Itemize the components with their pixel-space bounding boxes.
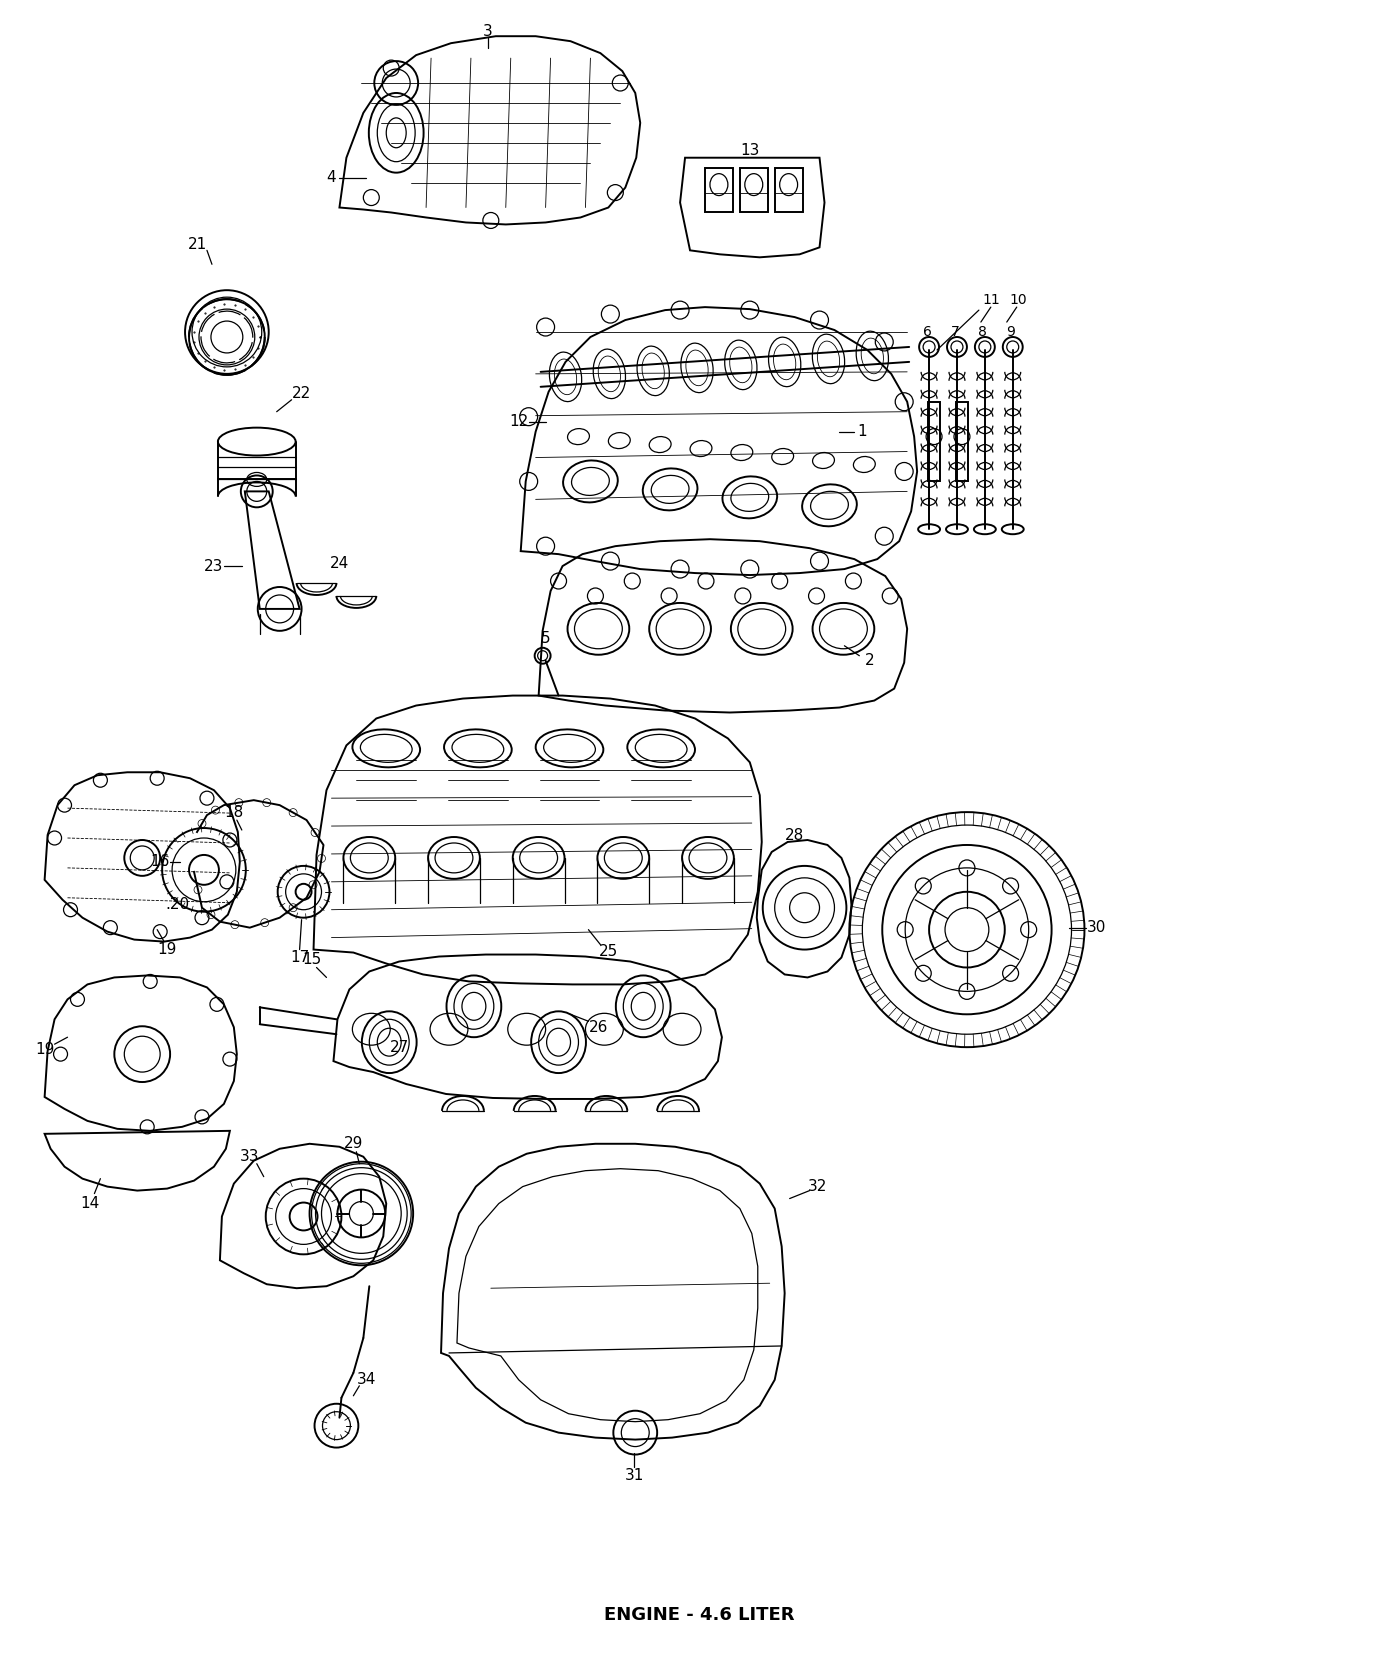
- Text: 13: 13: [740, 143, 759, 158]
- Text: 28: 28: [786, 827, 804, 842]
- Text: 9: 9: [1007, 325, 1015, 339]
- Text: 29: 29: [344, 1137, 363, 1152]
- Text: 30: 30: [1086, 921, 1106, 936]
- Text: 24: 24: [330, 555, 350, 570]
- Text: 11: 11: [981, 293, 1000, 307]
- Bar: [928, 402, 939, 481]
- Text: 7: 7: [951, 325, 959, 339]
- Text: 19: 19: [158, 942, 176, 958]
- Bar: [956, 402, 967, 481]
- Text: 33: 33: [240, 1149, 260, 1164]
- Text: ENGINE - 4.6 LITER: ENGINE - 4.6 LITER: [604, 1607, 794, 1623]
- Text: 16: 16: [151, 854, 169, 869]
- Text: 32: 32: [808, 1179, 828, 1194]
- Text: 34: 34: [356, 1372, 376, 1387]
- Bar: [774, 168, 802, 213]
- Text: 1: 1: [857, 424, 867, 439]
- Text: 19: 19: [35, 1041, 55, 1057]
- Text: 31: 31: [625, 1467, 644, 1482]
- Text: 25: 25: [598, 944, 618, 959]
- Bar: [740, 168, 768, 213]
- Text: 26: 26: [589, 1020, 608, 1035]
- Text: 27: 27: [390, 1040, 408, 1055]
- Text: 5: 5: [541, 631, 551, 646]
- Text: 8: 8: [979, 325, 987, 339]
- Text: 2: 2: [864, 654, 874, 667]
- Text: 18: 18: [224, 805, 243, 820]
- Text: 21: 21: [187, 236, 207, 252]
- Text: 3: 3: [482, 23, 492, 39]
- Text: .20: .20: [165, 897, 189, 912]
- Text: 14: 14: [81, 1196, 101, 1211]
- Text: 15: 15: [302, 953, 322, 968]
- Text: 4: 4: [327, 169, 337, 184]
- Bar: [705, 168, 733, 213]
- Text: 10: 10: [1009, 293, 1028, 307]
- Text: 6: 6: [923, 325, 931, 339]
- Text: 22: 22: [292, 386, 312, 401]
- Text: 12: 12: [509, 414, 528, 429]
- Text: 17: 17: [289, 951, 309, 964]
- Text: 23: 23: [204, 558, 224, 574]
